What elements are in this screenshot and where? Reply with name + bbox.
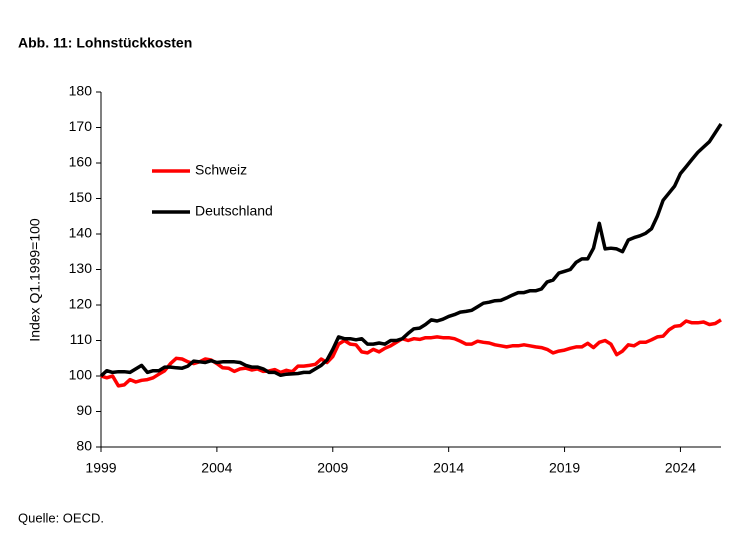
legend-label: Deutschland	[195, 203, 273, 219]
x-tick-label: 2024	[665, 460, 696, 476]
x-tick-label: 2004	[201, 460, 232, 476]
y-tick-label: 80	[76, 438, 92, 454]
chart-title: Abb. 11: Lohnstückkosten	[18, 35, 192, 51]
x-tick-label: 2009	[317, 460, 348, 476]
series-line	[100, 318, 722, 388]
source-note: Quelle: OECD.	[18, 510, 104, 525]
y-tick-label: 180	[69, 83, 93, 99]
y-tick-label: 100	[69, 367, 93, 383]
legend-label: Schweiz	[195, 162, 247, 178]
x-tick-label: 2014	[433, 460, 464, 476]
y-tick-label: 160	[69, 154, 93, 170]
y-tick-label: 170	[69, 118, 93, 134]
y-tick-label: 150	[69, 189, 93, 205]
x-tick-label: 1999	[85, 460, 116, 476]
y-tick-label: 130	[69, 260, 93, 276]
y-tick-label: 90	[76, 402, 92, 418]
x-tick-label: 2019	[549, 460, 580, 476]
y-tick-label: 140	[69, 225, 93, 241]
y-tick-label: 120	[69, 296, 93, 312]
y-axis-label: Index Q1.1999=100	[27, 218, 43, 342]
series-line	[99, 122, 723, 378]
y-tick-label: 110	[70, 331, 93, 347]
